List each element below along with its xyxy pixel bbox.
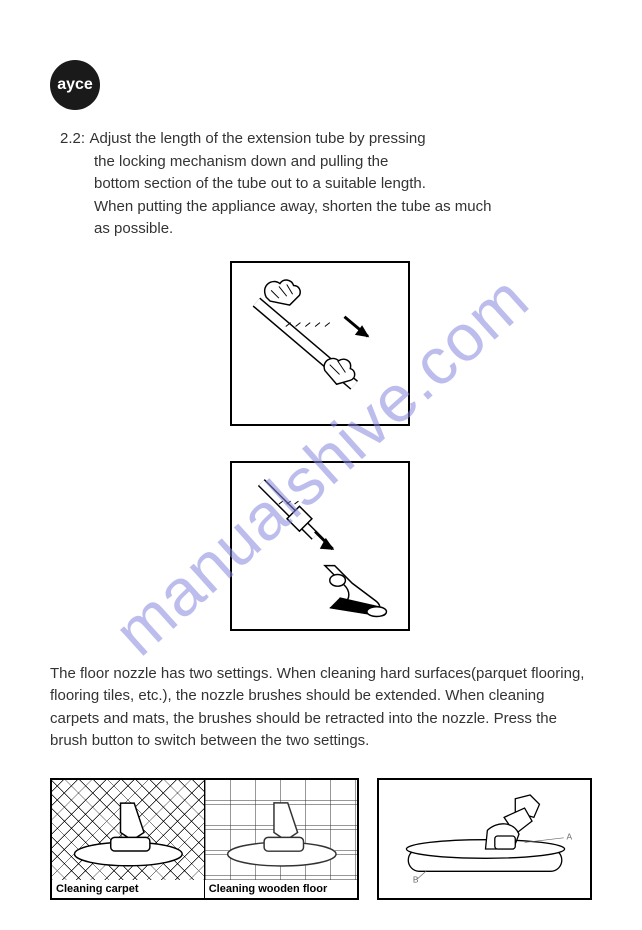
floor-nozzle-paragraph: The floor nozzle has two settings. When …	[50, 663, 592, 753]
step-line-0: Adjust the length of the extension tube …	[89, 130, 425, 147]
step-line-4: as possible.	[94, 218, 592, 241]
step-line-3: When putting the appliance away, shorten…	[94, 196, 592, 219]
carpet-pattern-icon	[52, 780, 204, 880]
carpet-caption: Cleaning carpet	[52, 880, 204, 898]
brand-logo: ayce	[50, 60, 100, 110]
step-instruction: 2.2: Adjust the length of the extension …	[60, 128, 592, 241]
nozzle-attach-illustration	[232, 463, 408, 629]
tube-adjust-illustration	[232, 263, 408, 424]
nozzle-on-wood-icon	[205, 780, 358, 880]
carpet-panel: Cleaning carpet	[52, 780, 205, 898]
label-a: A	[566, 831, 572, 841]
bottom-figure-row: Cleaning carpet Cleaning wooden floor	[50, 778, 592, 900]
brand-logo-text: ayce	[57, 76, 93, 94]
figure-nozzle-detail: A B	[377, 778, 592, 900]
figure-nozzle-attach	[230, 461, 410, 631]
figure-cleaning-modes: Cleaning carpet Cleaning wooden floor	[50, 778, 359, 900]
nozzle-on-carpet-icon	[52, 780, 204, 880]
wood-pattern-icon	[205, 780, 358, 880]
nozzle-detail-illustration: A B	[385, 782, 585, 896]
step-number: 2.2:	[60, 130, 85, 147]
label-b: B	[413, 874, 419, 884]
wood-panel: Cleaning wooden floor	[205, 780, 358, 898]
step-line-2: bottom section of the tube out to a suit…	[94, 173, 592, 196]
wood-caption: Cleaning wooden floor	[205, 880, 358, 898]
step-line-1: the locking mechanism down and pulling t…	[94, 151, 592, 174]
figure-tube-adjust	[230, 261, 410, 426]
manual-page: manualshive.com ayce 2.2: Adjust the len…	[0, 0, 642, 930]
